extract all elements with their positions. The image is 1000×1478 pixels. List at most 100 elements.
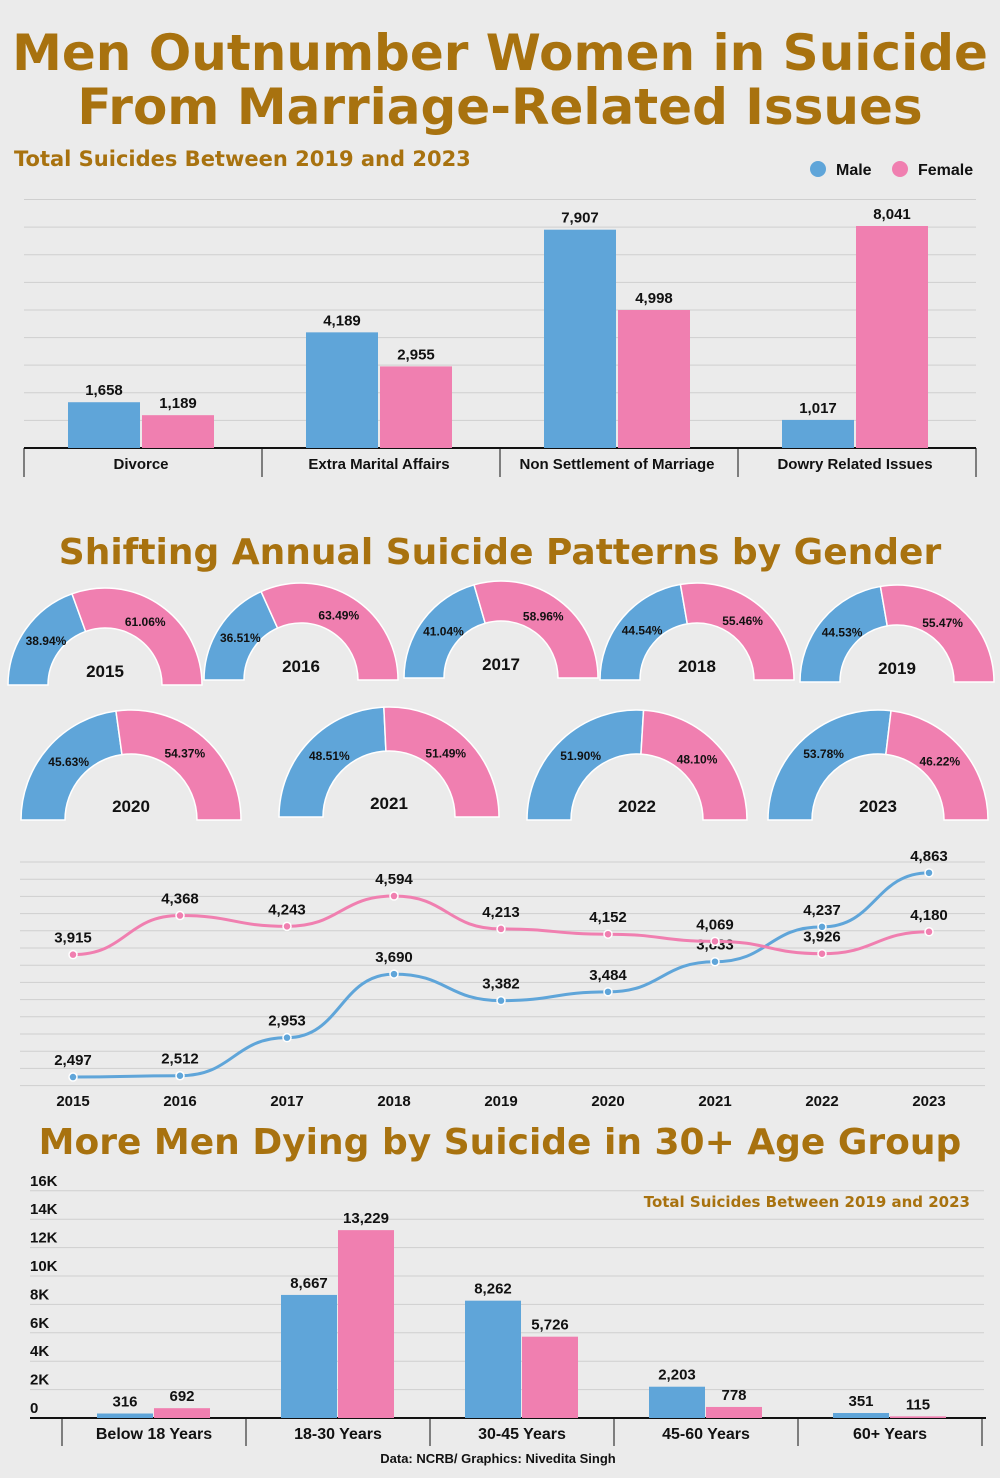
point-female [175,910,185,921]
donut-female-label: 54.37% [164,747,205,761]
donut-female-label: 55.46% [722,614,763,628]
category-label: 60+ Years [853,1426,927,1443]
point-value-label: 4,152 [589,909,627,926]
point-value-label: 2,497 [54,1052,92,1069]
donut-year-label: 2017 [482,655,520,674]
bar-value-label: 351 [848,1393,873,1410]
donut-2020: 45.63% 54.37% 2020 [20,709,242,821]
donut-female-label: 46.22% [919,755,960,769]
point-value-label: 4,213 [482,904,520,921]
chart4-subtitle: Total Suicides Between 2019 and 2023 [644,1193,970,1211]
y-tick-label: 8K [30,1286,49,1303]
bar-female [142,415,214,448]
source-credit: Data: NCRB/ Graphics: Nivedita Singh [380,1451,616,1466]
category-label: 18-30 Years [294,1426,382,1443]
point-value-label: 2,512 [161,1051,199,1068]
bar-value-label: 692 [169,1388,194,1405]
point-male [68,1072,78,1082]
donut-male-label: 38.94% [26,634,67,648]
bar-value-label: 778 [721,1387,746,1404]
donut-female-segment [71,587,203,686]
category-label: 30-45 Years [478,1426,566,1443]
donut-year-label: 2018 [678,657,716,676]
point-female [710,936,720,947]
donut-2023: 53.78% 46.22% 2023 [767,709,989,821]
bar-male [782,419,854,448]
chart1-subtitle: Total Suicides Between 2019 and 2023 [14,147,471,171]
point-male [710,956,720,967]
donut-female-label: 48.10% [677,753,718,767]
bar-female [522,1336,578,1418]
yearly-line-chart: 2,4972,5122,9533,6903,3823,4843,8334,237… [20,848,985,1110]
donut-male-label: 48.51% [309,749,350,763]
donut-female-label: 61.06% [125,615,166,629]
bar-value-label: 115 [906,1396,930,1413]
bar-female [618,310,690,448]
donut-female-label: 55.47% [922,616,963,630]
legend-female-label: Female [918,162,973,179]
point-female [496,924,506,934]
bar-value-label: 2,955 [397,346,435,363]
donut-year-label: 2016 [282,657,320,676]
category-label: Non Settlement of Marriage [519,456,714,473]
main-title-line1: Men Outnumber Women in Suicide [12,24,988,82]
point-male [496,995,506,1006]
donut-male-label: 45.63% [48,755,89,769]
bar-value-label: 13,229 [343,1210,389,1227]
cause-bar-chart: 1,658 1,189 Divorce 4,189 2,955 Extra Marital… [23,199,977,477]
donut-female-segment [383,706,500,818]
point-value-label: 4,243 [268,901,306,918]
donut-female-segment [473,580,599,679]
bar-female [890,1416,946,1418]
donut-male-segment [20,710,123,821]
donut-female-segment [679,582,795,681]
point-male [175,1070,185,1081]
bar-value-label: 8,262 [474,1281,512,1298]
bar-value-label: 1,017 [799,400,837,417]
bar-male [68,402,140,448]
point-value-label: 2,953 [268,1013,306,1030]
donut-year-label: 2022 [618,797,656,816]
x-tick-label: 2020 [591,1093,624,1110]
donut-female-segment [640,709,748,821]
donut-2016: 36.51% 63.49% 2016 [203,582,399,681]
point-female [817,948,827,959]
x-tick-label: 2017 [270,1093,303,1110]
bar-value-label: 316 [112,1394,137,1411]
donut-male-label: 44.53% [822,625,863,639]
donut-male-segment [767,709,892,821]
legend-male-swatch [810,161,826,177]
age-bar-chart: 0 2K 4K 6K 8K 10K 12K 14K 16K 316 692 Below 18 Year… [30,1173,986,1446]
bar-female [338,1230,394,1418]
point-value-label: 4,863 [910,848,948,865]
bar-value-label: 8,667 [290,1275,328,1292]
main-title-line2: From Marriage-Related Issues [77,78,922,136]
donut-2022: 51.90% 48.10% 2022 [526,709,748,821]
point-female [68,949,78,960]
donut-2018: 44.54% 55.46% 2018 [599,582,795,681]
point-male [282,1032,292,1043]
x-tick-label: 2018 [377,1093,410,1110]
point-value-label: 4,368 [161,891,199,908]
section2-title: Shifting Annual Suicide Patterns by Gend… [59,532,942,573]
bar-male [649,1386,705,1418]
x-tick-label: 2022 [805,1093,838,1110]
bar-value-label: 4,998 [635,290,673,307]
bar-female [706,1406,762,1418]
bar-value-label: 5,726 [531,1317,569,1334]
category-label: Divorce [113,456,168,473]
y-tick-label: 0 [30,1400,38,1417]
bar-value-label: 4,189 [323,312,361,329]
line-female [72,894,930,957]
donut-2019: 44.53% 55.47% 2019 [799,584,995,683]
bar-value-label: 2,203 [658,1367,696,1384]
point-female [282,921,292,932]
bar-male [97,1413,153,1418]
legend: Male Female [810,161,973,179]
x-tick-label: 2016 [163,1093,196,1110]
point-value-label: 3,690 [375,949,413,966]
point-value-label: 4,237 [803,902,841,919]
point-male [389,969,399,979]
legend-male-label: Male [836,162,872,179]
